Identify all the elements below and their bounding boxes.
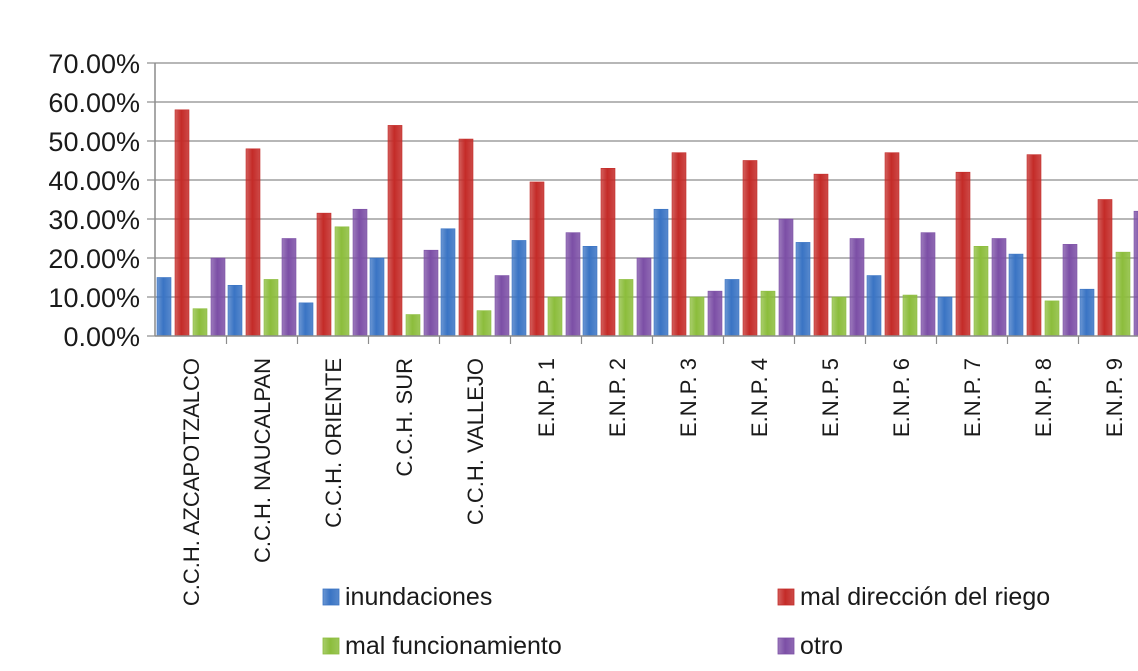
bar-inundaciones-4 [440, 228, 456, 337]
bar-otro-12 [1062, 244, 1078, 337]
axes [154, 63, 1138, 344]
y-tick-label: 30.00% [48, 205, 140, 235]
bar-mal-funcionamiento-8 [760, 290, 776, 337]
bar-mal-dirección-del-riego-12 [1026, 154, 1042, 337]
x-tick-label: E.N.P. 1 [534, 358, 559, 437]
bar-otro-4 [494, 275, 510, 337]
bar-mal-funcionamiento-0 [192, 308, 208, 337]
y-tick-label: 20.00% [48, 244, 140, 274]
bar-mal-funcionamiento-1 [263, 279, 279, 337]
bar-mal-dirección-del-riego-8 [742, 160, 758, 337]
bar-mal-dirección-del-riego-13 [1097, 199, 1113, 337]
bar-otro-5 [565, 232, 581, 337]
bar-mal-funcionamiento-6 [618, 279, 634, 337]
x-tick-label: C.C.H. AZCAPOTZALCO [179, 358, 204, 606]
legend-label-inundaciones: inundaciones [345, 583, 492, 611]
bar-mal-funcionamiento-12 [1044, 300, 1060, 337]
bar-inundaciones-1 [227, 284, 243, 337]
bar-mal-dirección-del-riego-10 [884, 152, 900, 337]
x-tick-label: C.C.H. ORIENTE [321, 358, 346, 528]
bar-inundaciones-3 [369, 257, 385, 337]
bar-mal-funcionamiento-4 [476, 310, 492, 337]
bar-inundaciones-0 [156, 277, 172, 337]
bar-mal-dirección-del-riego-11 [955, 171, 971, 337]
bar-mal-funcionamiento-10 [902, 294, 918, 337]
bar-inundaciones-9 [795, 242, 811, 337]
bar-inundaciones-13 [1079, 288, 1095, 337]
x-tick-label: E.N.P. 9 [1102, 358, 1127, 437]
bar-mal-funcionamiento-13 [1115, 251, 1131, 337]
y-tick-labels: 0.00% 10.00% 20.00% 30.00% 40.00% 50.00% 60.00… [48, 49, 140, 352]
bar-mal-dirección-del-riego-0 [174, 109, 190, 337]
bar-otro-1 [281, 238, 297, 337]
y-tick-label: 50.00% [48, 127, 140, 157]
bar-inundaciones-6 [582, 246, 598, 337]
bar-mal-funcionamiento-5 [547, 296, 563, 337]
bar-otro-2 [352, 208, 368, 337]
y-tick-label: 40.00% [48, 166, 140, 196]
y-tick-label: 60.00% [48, 88, 140, 118]
x-tick-label: E.N.P. 8 [1031, 358, 1056, 437]
bar-mal-funcionamiento-2 [334, 226, 350, 337]
bar-otro-9 [849, 238, 865, 337]
x-tick-labels: C.C.H. AZCAPOTZALCO C.C.H. NAUCALPAN C.C.H… [179, 358, 1127, 606]
x-tick-label: C.C.H. VALLEJO [463, 358, 488, 525]
bar-otro-6 [636, 257, 652, 337]
bar-inundaciones-5 [511, 240, 527, 337]
x-tick-label: E.N.P. 5 [818, 358, 843, 437]
bar-otro-3 [423, 249, 439, 337]
bar-inundaciones-11 [937, 296, 953, 337]
bar-mal-dirección-del-riego-1 [245, 148, 261, 337]
bar-otro-7 [707, 290, 723, 337]
bar-otro-8 [778, 218, 794, 337]
x-tick-label: E.N.P. 3 [676, 358, 701, 437]
y-tick-label: 10.00% [48, 283, 140, 313]
bar-mal-funcionamiento-7 [689, 296, 705, 337]
x-tick-label: E.N.P. 7 [960, 358, 985, 437]
legend: inundaciones mal dirección del riego mal f… [322, 583, 1050, 660]
bar-mal-funcionamiento-3 [405, 314, 421, 337]
legend-swatch-mal-dirección-del-riego [777, 588, 795, 606]
bar-mal-dirección-del-riego-2 [316, 212, 332, 337]
bar-otro-13 [1133, 210, 1138, 337]
legend-label-otro: otro [800, 632, 843, 660]
bar-mal-dirección-del-riego-7 [671, 152, 687, 337]
x-tick-label: C.C.H. NAUCALPAN [250, 358, 275, 563]
x-tick-label: C.C.H. SUR [392, 358, 417, 477]
y-tick-label: 0.00% [63, 322, 140, 352]
y-tick-label: 70.00% [48, 49, 140, 79]
bar-otro-10 [920, 232, 936, 337]
bar-inundaciones-12 [1008, 253, 1024, 337]
legend-swatch-inundaciones [322, 588, 340, 606]
bar-mal-dirección-del-riego-4 [458, 138, 474, 337]
legend-label-mal-dirección-del-riego: mal dirección del riego [800, 583, 1050, 611]
bar-mal-funcionamiento-11 [973, 246, 989, 337]
bars [156, 109, 1138, 337]
bar-inundaciones-8 [724, 279, 740, 337]
bar-inundaciones-10 [866, 275, 882, 337]
x-tick-label: E.N.P. 4 [747, 358, 772, 437]
bar-mal-dirección-del-riego-9 [813, 173, 829, 337]
bar-inundaciones-7 [653, 208, 669, 337]
bar-mal-funcionamiento-9 [831, 296, 847, 337]
bar-mal-dirección-del-riego-3 [387, 125, 403, 337]
bar-otro-11 [991, 238, 1007, 337]
legend-label-mal-funcionamiento: mal funcionamiento [345, 632, 562, 660]
x-tick-label: E.N.P. 6 [889, 358, 914, 437]
bar-inundaciones-2 [298, 302, 314, 337]
legend-swatch-otro [777, 637, 795, 655]
legend-swatch-mal-funcionamiento [322, 637, 340, 655]
bar-mal-dirección-del-riego-6 [600, 168, 616, 337]
bar-mal-dirección-del-riego-5 [529, 181, 545, 337]
x-tick-label: E.N.P. 2 [605, 358, 630, 437]
bar-otro-0 [210, 257, 226, 337]
